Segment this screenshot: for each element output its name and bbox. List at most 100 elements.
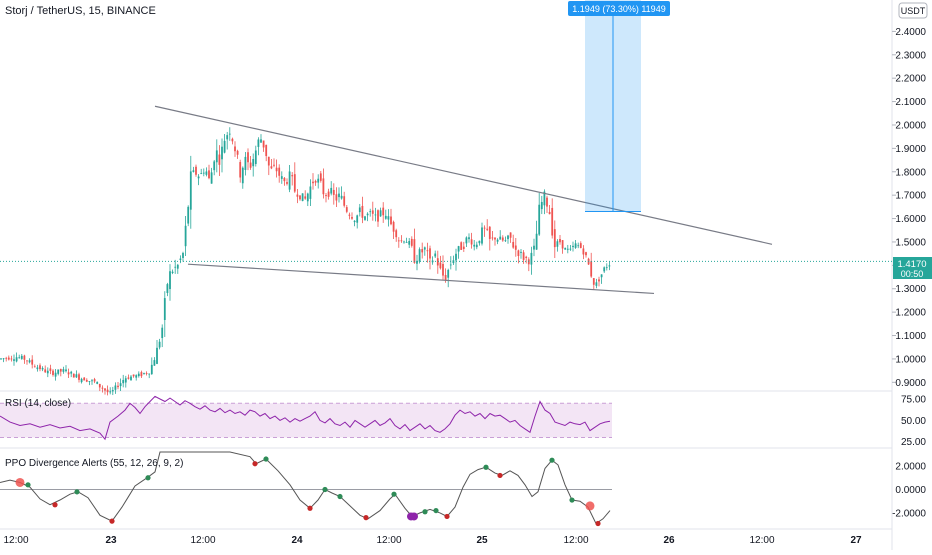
candle-down [291,175,294,177]
candle-down [83,377,86,381]
candle-down [436,258,439,266]
candle-down [278,167,281,176]
price-tick-label: 1.5000 [895,237,926,248]
candle-up [135,375,138,378]
candle-up [507,235,509,240]
candle-down [413,239,416,263]
candle-up [226,135,229,140]
ppo-signal-dot [252,461,258,467]
candle-down [270,166,273,169]
candle-down [491,237,494,239]
candle-up [566,248,569,250]
candle-down [319,173,322,181]
candle-up [353,220,356,223]
currency-badge[interactable]: USDT [898,2,928,19]
candle-down [7,357,10,360]
candle-up [252,159,255,167]
ppo-signal-dot [497,472,503,479]
rsi-band [0,403,612,438]
ppo-signal-dot [322,486,328,493]
candle-down [522,252,525,260]
candle-down [426,250,429,252]
candle-up [215,150,218,163]
candle-up [455,253,457,261]
candle-down [52,370,54,375]
candle-up [449,264,452,266]
ppo-signal-dot [595,520,601,527]
candle-down [439,262,442,269]
candle-down [382,207,385,216]
candle-up [20,355,23,359]
candle-up [569,248,572,250]
time-tick-label: 27 [850,535,862,546]
ppo-signal-dot [569,497,575,503]
candle-up [57,369,60,374]
trendline-lower [187,263,655,295]
candle-up [13,359,15,361]
candle-down [351,216,353,219]
candle-up [41,367,44,370]
candle-up [109,391,112,393]
candle-down [582,248,585,255]
candle-up [408,241,411,245]
rsi-line [0,395,611,441]
time-tick-label: 12:00 [190,535,215,546]
candle-down [93,379,96,382]
candle-up [158,341,161,348]
candle-down [470,239,473,245]
price-range-measure[interactable]: 1.1949 (73.30%) 11949 [568,0,670,213]
candle-up [153,360,156,366]
candle-up [595,282,598,286]
candle-down [486,228,489,230]
candle-down [343,196,346,206]
candle-down [462,246,465,249]
candle-down [299,195,301,200]
candle-down [31,359,34,365]
candle-up [169,271,171,290]
candle-down [561,240,564,249]
candle-up [540,201,543,210]
price-tick-label: 1.3000 [895,284,926,295]
candle-up [62,369,65,372]
candle-down [106,389,109,393]
ppo-signal-dot [422,509,428,515]
candle-up [171,271,174,273]
candle-down [304,196,307,199]
candle-up [405,242,408,243]
candle-down [39,365,41,370]
candle-up [244,156,247,170]
measure-label: 1.1949 (73.30%) 11949 [572,4,665,14]
ppo-signal-dot [337,493,343,500]
candle-up [223,140,226,153]
candle-up [65,369,67,372]
last-price-countdown: 00:50 [901,269,924,279]
candle-up [163,298,166,320]
candle-down [132,374,135,377]
candle-up [358,207,361,213]
candle-down [296,194,299,197]
candle-down [208,170,210,179]
candle-down [239,162,242,178]
candle-up [257,139,260,147]
candle-up [91,380,93,382]
candle-down [49,368,52,371]
candle-down [59,369,62,372]
measure-label-bg [568,1,670,16]
candle-down [117,385,119,388]
price-tick-label: 2.0000 [895,120,926,131]
candle-up [574,243,577,248]
time-tick-label: 24 [291,535,303,546]
time-tick-label: 23 [105,535,117,546]
ppo-signal-dot [391,491,397,497]
ppo-signal-dot [307,505,313,511]
candle-down [460,242,463,250]
candle-down [283,177,286,182]
candle-up [306,193,309,202]
candle-down [501,237,504,241]
candle-up [15,357,18,362]
candle-down [525,256,528,259]
candle-down [590,261,593,277]
time-tick-label: 25 [476,535,488,546]
candle-up [184,225,187,247]
candle-down [78,374,80,380]
